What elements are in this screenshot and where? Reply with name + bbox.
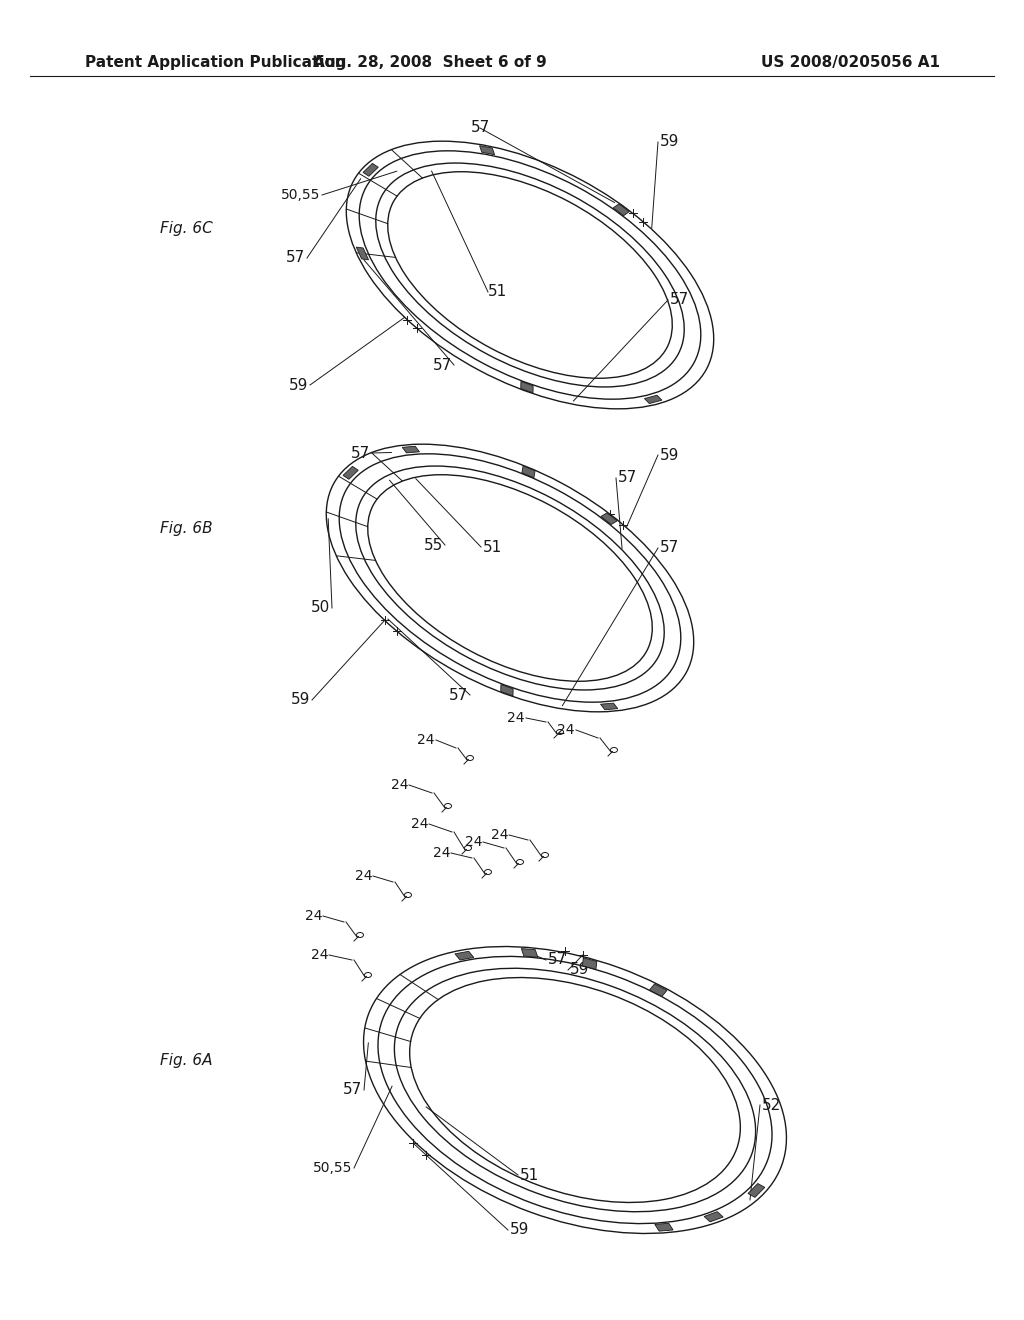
Polygon shape bbox=[583, 958, 597, 969]
Text: 24: 24 bbox=[418, 733, 435, 747]
Polygon shape bbox=[649, 983, 667, 997]
Text: 51: 51 bbox=[488, 285, 507, 300]
Text: 50,55: 50,55 bbox=[312, 1162, 352, 1175]
Text: 24: 24 bbox=[557, 723, 575, 737]
Text: 24: 24 bbox=[490, 828, 508, 842]
Text: 52: 52 bbox=[762, 1097, 781, 1113]
Text: 57: 57 bbox=[660, 540, 679, 556]
Text: 50: 50 bbox=[310, 601, 330, 615]
Polygon shape bbox=[613, 203, 630, 215]
Text: 57: 57 bbox=[286, 251, 305, 265]
Text: 59: 59 bbox=[289, 378, 308, 392]
Text: 24: 24 bbox=[304, 909, 322, 923]
Text: 50,55: 50,55 bbox=[281, 187, 319, 202]
Text: 24: 24 bbox=[432, 846, 450, 861]
Polygon shape bbox=[601, 513, 617, 524]
Text: 51: 51 bbox=[483, 540, 502, 554]
Text: 57: 57 bbox=[670, 293, 689, 308]
Polygon shape bbox=[521, 949, 538, 957]
Polygon shape bbox=[705, 1212, 723, 1222]
Text: 59: 59 bbox=[570, 962, 590, 978]
Text: 57: 57 bbox=[618, 470, 637, 486]
Text: Aug. 28, 2008  Sheet 6 of 9: Aug. 28, 2008 Sheet 6 of 9 bbox=[313, 54, 547, 70]
Polygon shape bbox=[654, 1224, 673, 1232]
Text: 24: 24 bbox=[390, 777, 408, 792]
Text: 24: 24 bbox=[310, 948, 328, 962]
Text: 59: 59 bbox=[660, 135, 679, 149]
Text: 57: 57 bbox=[433, 358, 452, 372]
Text: Fig. 6B: Fig. 6B bbox=[160, 520, 213, 536]
Text: 51: 51 bbox=[520, 1167, 540, 1183]
Polygon shape bbox=[479, 145, 495, 154]
Polygon shape bbox=[343, 466, 358, 479]
Text: 24: 24 bbox=[508, 711, 525, 725]
Polygon shape bbox=[600, 704, 617, 710]
Text: Fig. 6C: Fig. 6C bbox=[160, 220, 213, 235]
Polygon shape bbox=[364, 164, 378, 177]
Text: 57: 57 bbox=[548, 953, 567, 968]
Text: 24: 24 bbox=[411, 817, 428, 832]
Text: Patent Application Publication: Patent Application Publication bbox=[85, 54, 346, 70]
Text: Fig. 6A: Fig. 6A bbox=[160, 1052, 213, 1068]
Text: 57: 57 bbox=[449, 688, 468, 702]
Polygon shape bbox=[644, 395, 662, 404]
Polygon shape bbox=[521, 381, 534, 393]
Text: 57: 57 bbox=[351, 446, 370, 461]
Text: 59: 59 bbox=[510, 1222, 529, 1238]
Polygon shape bbox=[748, 1184, 765, 1197]
Polygon shape bbox=[522, 466, 536, 478]
Text: 57: 57 bbox=[470, 120, 489, 136]
Text: 24: 24 bbox=[465, 836, 482, 849]
Polygon shape bbox=[501, 685, 513, 696]
Text: 59: 59 bbox=[291, 693, 310, 708]
Polygon shape bbox=[402, 446, 420, 453]
Polygon shape bbox=[455, 952, 474, 960]
Text: 24: 24 bbox=[354, 869, 372, 883]
Polygon shape bbox=[356, 247, 369, 260]
Text: 59: 59 bbox=[660, 447, 679, 462]
Text: 57: 57 bbox=[343, 1082, 362, 1097]
Text: 55: 55 bbox=[424, 537, 443, 553]
Text: US 2008/0205056 A1: US 2008/0205056 A1 bbox=[761, 54, 940, 70]
